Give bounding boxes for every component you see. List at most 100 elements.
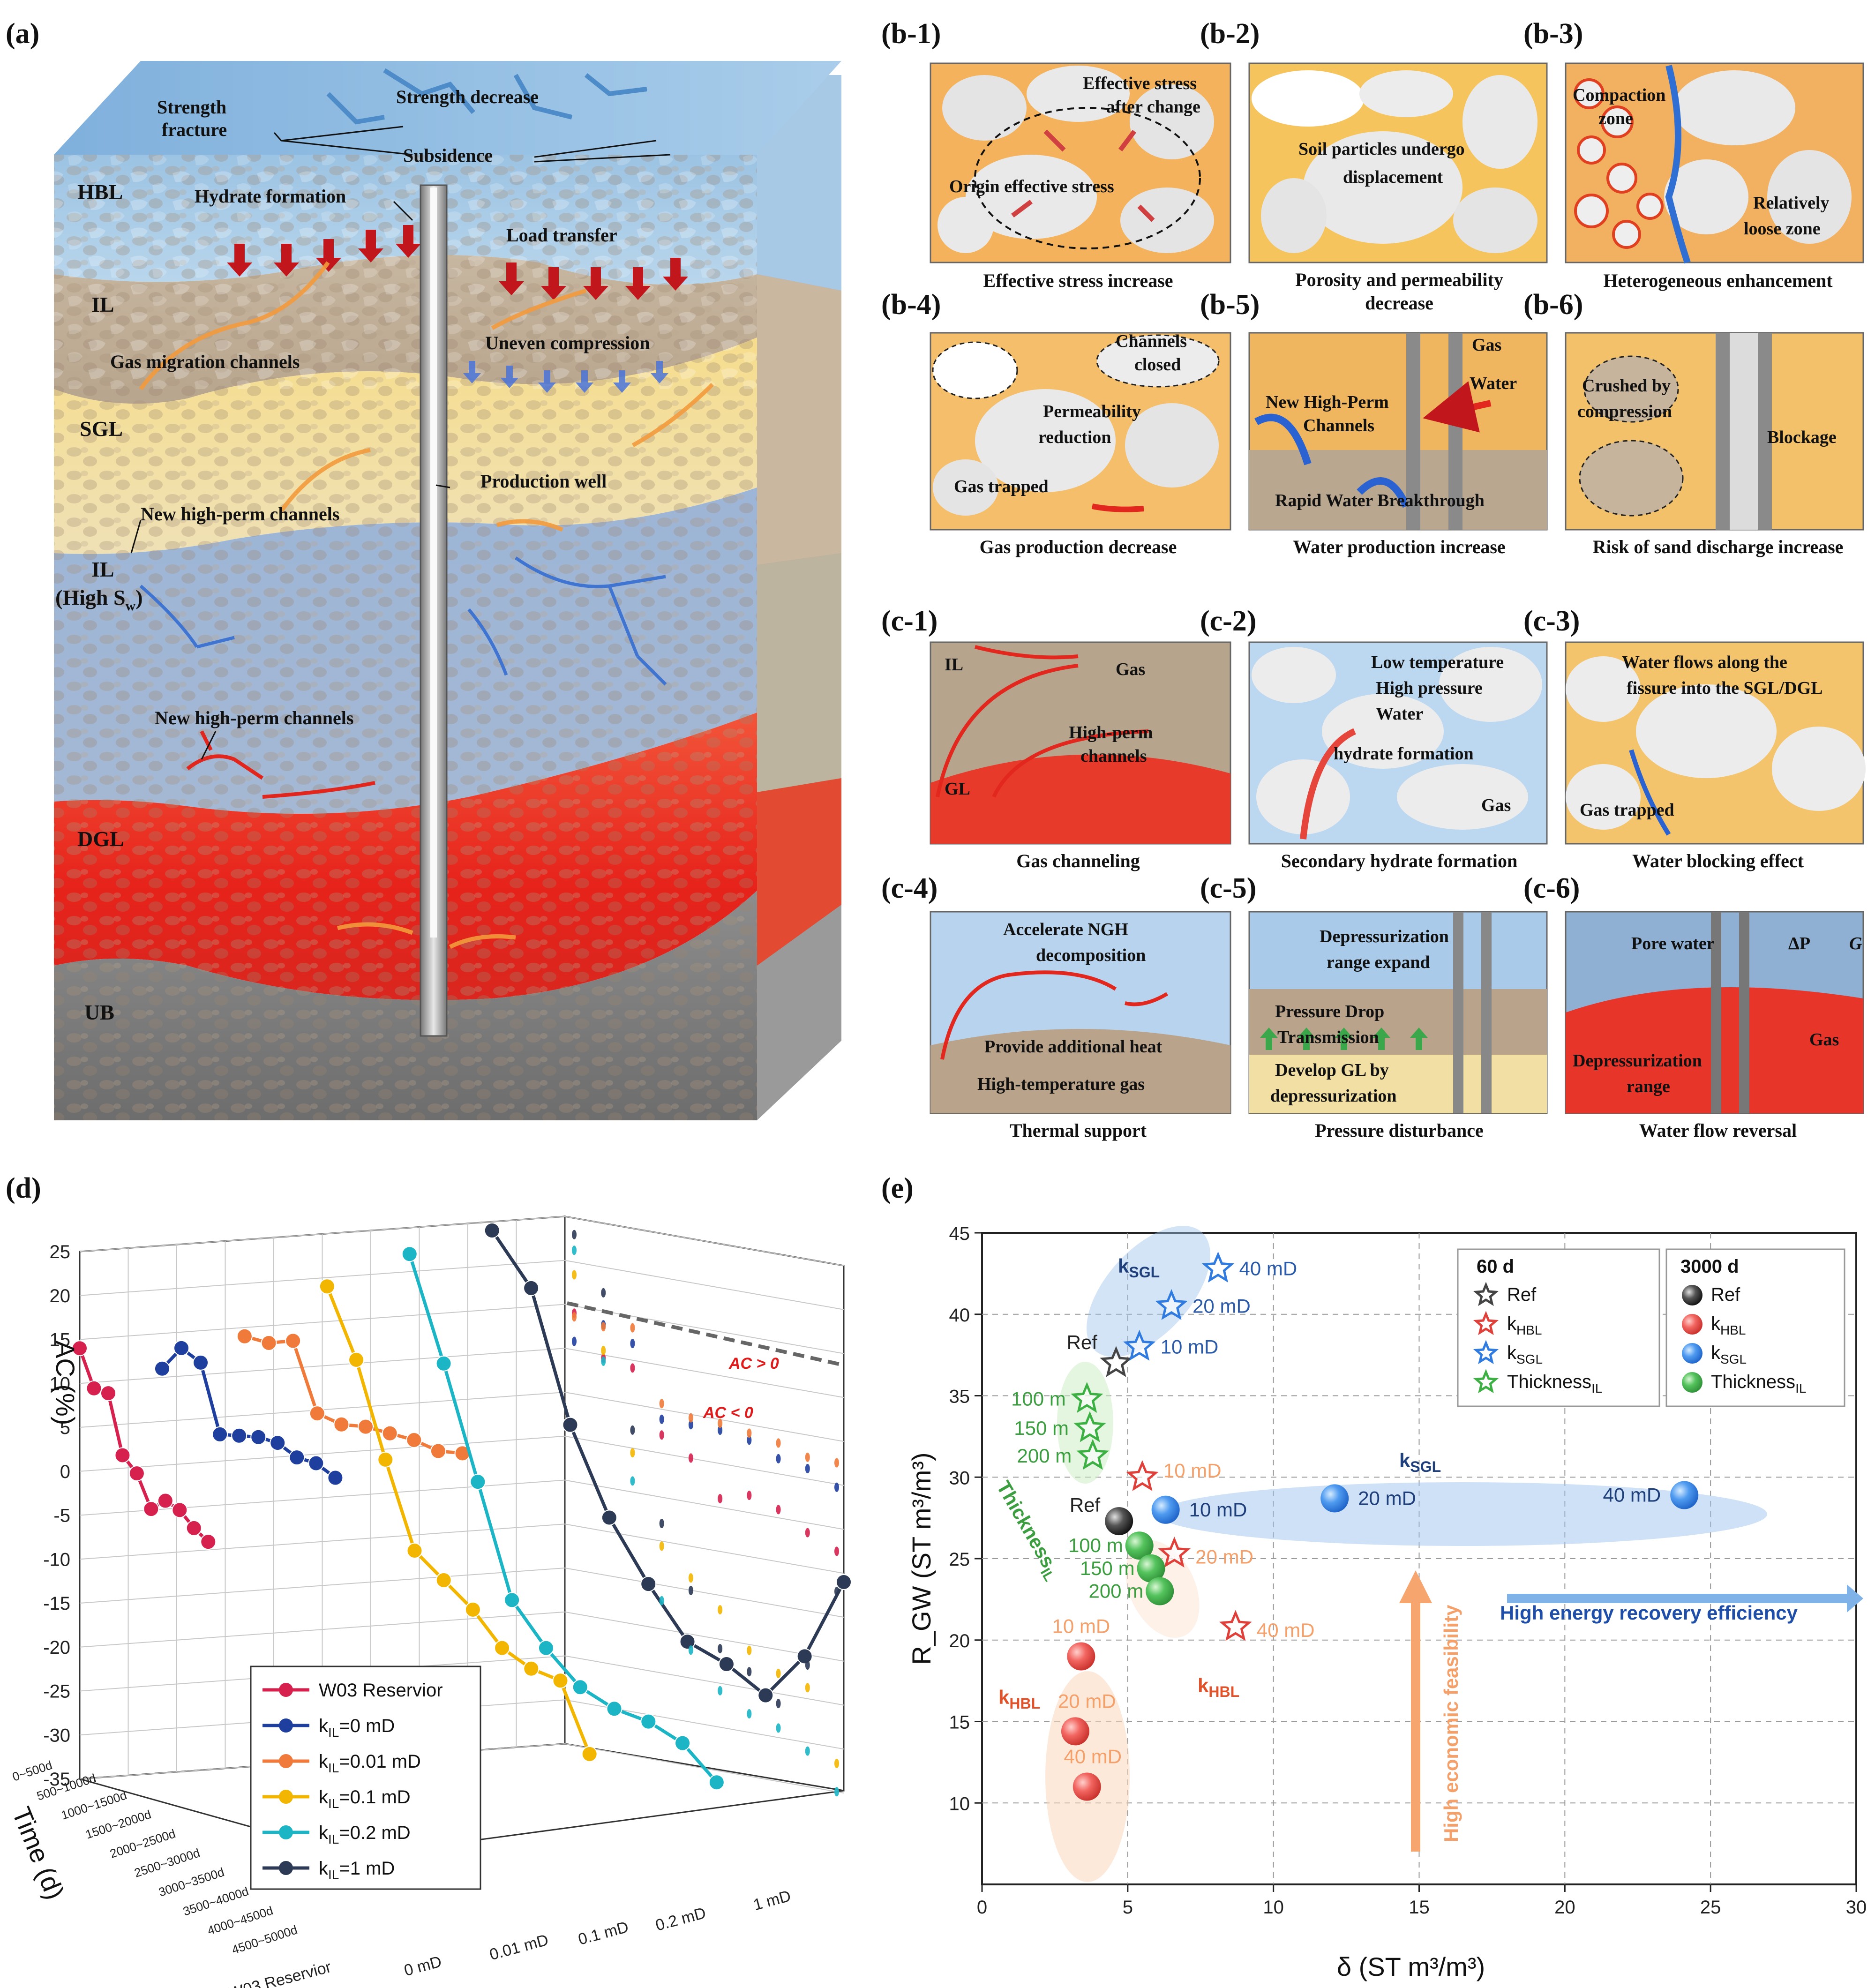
c4-label-2: decomposition (1036, 945, 1146, 965)
e-star-point (1076, 1439, 1110, 1470)
panel-label-b1: (b-1) (881, 18, 941, 50)
subpanel-c5: Depressurization range expand Pressure D… (1248, 911, 1548, 1141)
panel-a: (a) (6, 18, 841, 1120)
c2-label-5: Gas (1481, 795, 1511, 815)
b2-label-2: displacement (1343, 167, 1443, 187)
d-z-ticks: 25 20 15 10 5 0 -5 -10 -15 -20 -25 -30 -35 (43, 1242, 70, 1790)
d-series-line (490, 1230, 846, 1698)
label-new-channels-1: New high-perm channels (141, 503, 339, 525)
d-side-dot (834, 1482, 839, 1492)
d-side-dot (572, 1245, 577, 1255)
b2-caption-1: Porosity and permeability (1295, 269, 1503, 290)
d-series-point (406, 1543, 423, 1559)
e-y-tick: 15 (949, 1712, 970, 1733)
d-legend-label: kIL=0.1 mD (319, 1787, 411, 1811)
e-sphere-point (1125, 1531, 1154, 1560)
c3-label-1: Water flows along the (1622, 653, 1787, 672)
e-label-high-economic: High economic feasibility (1440, 1605, 1462, 1842)
e-legend-60d: 60 d Ref kHBL kSGL ThicknessIL (1457, 1248, 1660, 1407)
d-legend-label: kIL=0.2 mD (319, 1823, 411, 1846)
d-side-dot (659, 1541, 664, 1551)
d-side-dot (688, 1453, 693, 1463)
d-series-point (309, 1405, 325, 1422)
d-side-dot (688, 1413, 693, 1423)
e-x-tick: 20 (1554, 1897, 1575, 1918)
top-cracks (326, 68, 647, 125)
d-series-point (470, 1474, 486, 1490)
b5-label-5: Rapid Water Breakthrough (1275, 491, 1485, 510)
c3-label-3: Gas trapped (1580, 800, 1674, 820)
e-point-label: 100 m (1011, 1388, 1066, 1410)
d-z-tick: -30 (43, 1725, 70, 1746)
d-side-dot (805, 1452, 810, 1462)
d-legend-label: kIL=0.01 mD (319, 1751, 421, 1775)
d-series-point (562, 1417, 578, 1433)
layer-label-dgl: DGL (77, 827, 124, 851)
e-ellipse-ksgl-60 (1087, 1226, 1210, 1357)
panels-b-c: (b-1) (b-2) (b-3) (b-4) (b-5) (b-6) (c-1… (881, 18, 1866, 1141)
subpanel-c3: Water flows along the fissure into the S… (1565, 641, 1866, 871)
c6-label-4: Depressurization (1573, 1051, 1702, 1071)
e-point-label: Ref (1070, 1494, 1101, 1516)
label-uneven-compression: Uneven compression (485, 332, 650, 353)
panel-label-d: (d) (6, 1172, 41, 1204)
d-side-dot (805, 1683, 810, 1693)
b4-label-1: Channels (1116, 331, 1187, 351)
c6-label-6: Gas (1809, 1030, 1839, 1050)
d-side-dot (659, 1414, 664, 1424)
d-side-dot (747, 1709, 752, 1718)
panel-label-a: (a) (6, 18, 39, 50)
subpanel-b1: Effective stress after change Origin eff… (930, 62, 1231, 291)
panel-label-c5: (c-5) (1200, 872, 1256, 904)
e-y-label: R_GW (ST m³/m³) (907, 1452, 936, 1665)
c4-label-3: Provide additional heat (984, 1037, 1162, 1057)
d-side-dot (630, 1425, 635, 1435)
d-side-dot (601, 1288, 606, 1298)
d-zero-line (567, 1301, 840, 1366)
gas-migration-paths (139, 261, 714, 949)
e-y-tick: 25 (949, 1549, 970, 1570)
d-side-dot (834, 1546, 839, 1556)
panel-e: (e) 0 5 10 15 20 25 30 10 15 20 25 30 35 40 45 δ (ST m… (881, 1172, 1867, 1981)
panel-label-c3: (c-3) (1523, 605, 1580, 637)
d-series-point (675, 1735, 691, 1751)
c2-label-2: High pressure (1376, 678, 1483, 698)
d-series-point (718, 1656, 735, 1672)
e-star-point (1201, 1251, 1235, 1283)
d-series-point (640, 1713, 657, 1730)
label-new-channels-2: New high-perm channels (155, 707, 353, 728)
b5-label-3: New High-Perm (1266, 392, 1389, 412)
e-x-tick: 10 (1263, 1897, 1284, 1918)
d-z-tick: -15 (43, 1593, 70, 1614)
e-y-tick: 30 (949, 1468, 970, 1488)
d-side-dot (688, 1420, 693, 1430)
d-side-dot (805, 1528, 810, 1538)
d-side-dot (630, 1363, 635, 1373)
d-side-dot (776, 1723, 781, 1733)
e-legend-3000d-label: kHBL (1711, 1313, 1746, 1337)
e-y-tick: 35 (949, 1387, 970, 1407)
c4-caption: Thermal support (1010, 1120, 1147, 1141)
e-ksgl-3000-name: kSGL (1399, 1449, 1441, 1475)
subpanel-b2: Soil particles undergo displacement Poro… (1248, 62, 1548, 314)
c1-label-2: Gas (1116, 660, 1145, 679)
e-label-high-energy: High energy recovery efficiency (1500, 1602, 1798, 1624)
b2-caption-2: decrease (1365, 293, 1433, 314)
d-side-dot (776, 1505, 781, 1515)
e-point-label: 40 mD (1239, 1257, 1298, 1279)
panel-label-b4: (b-4) (881, 289, 941, 321)
well-tubing (430, 188, 437, 938)
d-side-dot (601, 1356, 606, 1366)
subpanel-b5: Gas Water New High-Perm Channels Rapid W… (1248, 332, 1548, 557)
d-side-dot (718, 1644, 723, 1654)
d-side-dot (630, 1448, 635, 1458)
c5-label-2: range expand (1327, 953, 1430, 972)
e-sphere-point (1151, 1495, 1180, 1524)
d-series-point (114, 1447, 131, 1463)
b1-label-1: Effective stress (1083, 74, 1197, 93)
e-sphere-point (1067, 1642, 1095, 1671)
d-series-point (231, 1427, 248, 1444)
d-side-dot (776, 1454, 781, 1463)
d-side-dot (747, 1435, 752, 1445)
d-series-point (406, 1432, 422, 1448)
